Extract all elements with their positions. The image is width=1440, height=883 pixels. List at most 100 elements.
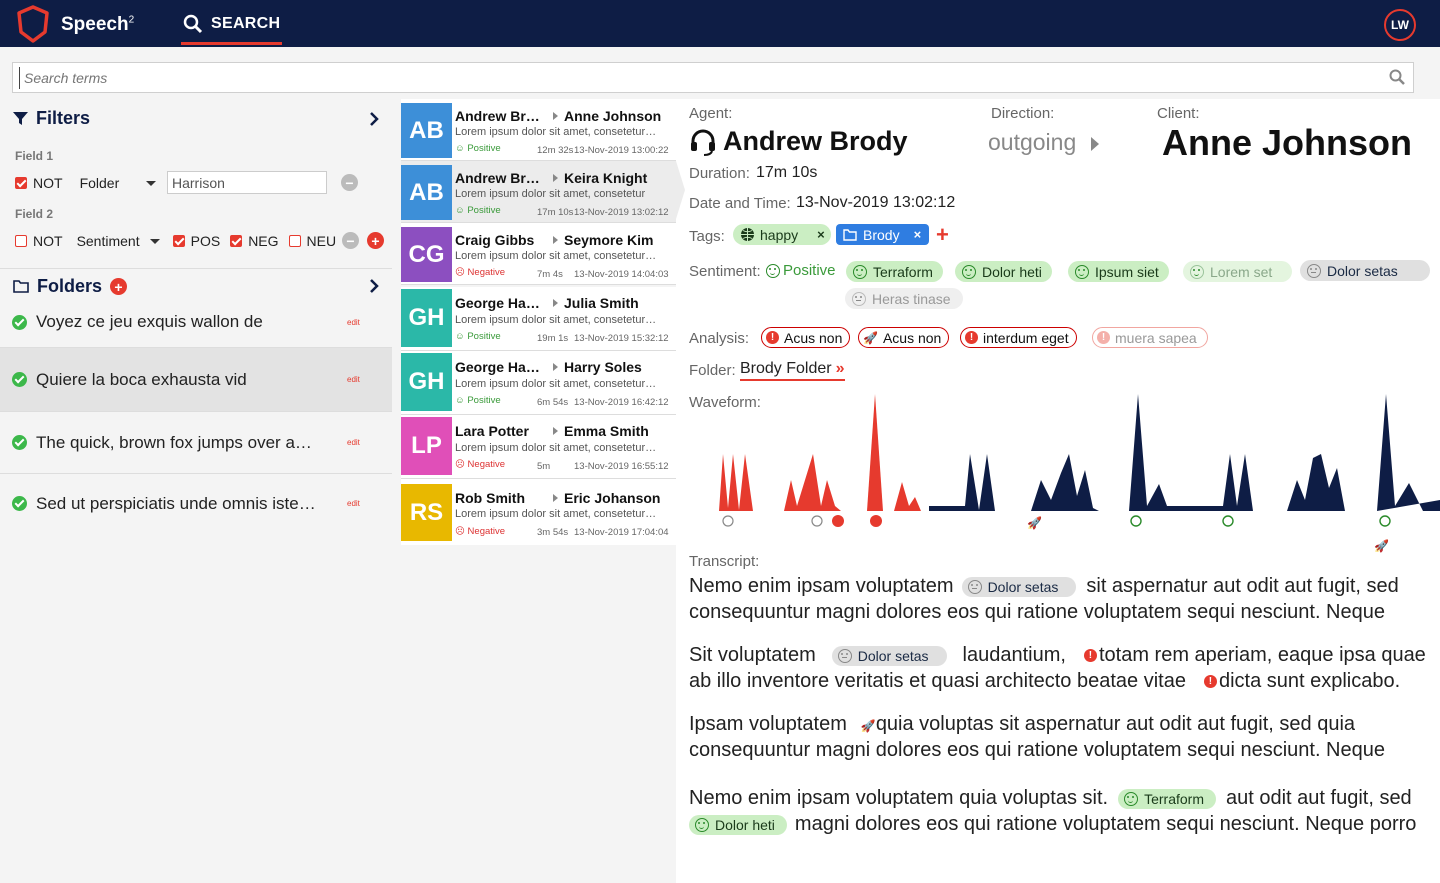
sentiment-badge: ☺ Positive: [455, 143, 501, 154]
transcript-line: ab illo inventore veritatis et quasi arc…: [689, 670, 1401, 692]
avatar: RS: [401, 484, 452, 541]
agent-name: Rob Smith: [455, 490, 525, 506]
add-folder-button[interactable]: +: [110, 278, 128, 295]
field2-select[interactable]: Sentiment: [76, 233, 140, 249]
sentiment-tag[interactable]: Terraform: [846, 261, 943, 282]
waveform[interactable]: 🚀 🚀: [689, 388, 1440, 558]
conversation-list: AB Andrew Brody Anne Johnson Lorem ipsum…: [392, 99, 676, 883]
pos-checkbox[interactable]: [172, 235, 185, 247]
search-submit-icon[interactable]: [1389, 69, 1405, 85]
field1-value-input[interactable]: Harrison: [167, 171, 327, 194]
conversation-item[interactable]: RS Rob Smith Eric Johanson Lorem ipsum d…: [401, 479, 676, 545]
field2-label: Field 2: [15, 207, 54, 221]
field2-not-checkbox[interactable]: [15, 235, 27, 247]
neg-label: NEG: [248, 233, 279, 249]
field1-not-checkbox[interactable]: [15, 177, 27, 189]
folder-edit-link[interactable]: edit: [347, 499, 360, 508]
conversation-item[interactable]: AB Andrew Brody Anne Johnson Lorem ipsum…: [401, 99, 676, 161]
folders-header[interactable]: Folders +: [13, 276, 128, 297]
field2-remove-button[interactable]: −: [342, 232, 359, 249]
filters-header[interactable]: Filters: [13, 108, 90, 129]
transcript-label: Transcript:: [689, 553, 760, 570]
transcript-tag[interactable]: Terraform: [1118, 788, 1216, 809]
tag-happy[interactable]: happy ×: [733, 224, 831, 245]
user-avatar[interactable]: LW: [1384, 9, 1416, 41]
alert-icon: !: [965, 331, 978, 344]
folder-item[interactable]: The quick, brown fox jumps over a… edit: [0, 412, 392, 474]
folders-expand-chevron-icon[interactable]: [369, 278, 379, 294]
sentiment-tag[interactable]: Lorem set: [1183, 261, 1293, 282]
search-box: [12, 62, 1414, 93]
agent-name: Andrew Brody: [723, 126, 908, 156]
alert-icon: [832, 515, 844, 527]
transcript-tag[interactable]: Dolor setas: [961, 576, 1077, 597]
folder-icon: [13, 280, 29, 293]
transcript-tag[interactable]: Dolor setas: [831, 645, 947, 666]
agent-name: Lara Potter: [455, 423, 529, 439]
transcript-line: Nemo enim ipsam voluptatem quia voluptas…: [689, 787, 1412, 809]
folder-item[interactable]: Sed ut perspiciatis unde omnis iste… edi…: [0, 474, 392, 533]
agent-name: George Hay…: [455, 359, 545, 375]
datetime-value: 13-Nov-2019 13:02:12: [796, 194, 956, 211]
neu-checkbox[interactable]: [288, 235, 301, 247]
field1-select-caret-icon[interactable]: [146, 180, 157, 186]
tab-search[interactable]: SEARCH: [181, 0, 283, 47]
positive-face-icon: [695, 817, 709, 832]
avatar: AB: [401, 165, 452, 220]
conversation-item[interactable]: LP Lara Potter Emma Smith Lorem ipsum do…: [401, 415, 676, 479]
folder-link[interactable]: Brody Folder»: [740, 360, 845, 381]
tag-label: happy: [760, 226, 799, 243]
snippet: Lorem ipsum dolor sit amet, consetetur…: [455, 314, 657, 326]
arrow-right-icon: [553, 363, 558, 371]
field1-remove-button[interactable]: −: [341, 174, 358, 191]
sentiment-tag[interactable]: Ipsum siet: [1068, 261, 1169, 282]
search-row: [0, 47, 1440, 99]
field2-select-caret-icon[interactable]: [149, 238, 160, 244]
divider: [0, 268, 392, 269]
folders-title: Folders: [37, 276, 103, 296]
snippet: Lorem ipsum dolor sit amet, consetetur…: [455, 126, 657, 138]
field1-select[interactable]: Folder: [79, 175, 120, 191]
filter-icon: [13, 112, 28, 125]
analysis-tag[interactable]: ! Acus non: [761, 327, 851, 348]
add-field-button[interactable]: +: [367, 232, 384, 249]
neg-checkbox[interactable]: [230, 235, 243, 247]
sentiment-badge: ☹ Negative: [455, 267, 506, 278]
sentiment-tag[interactable]: Dolor setas: [1300, 260, 1430, 281]
tag-remove-icon[interactable]: ×: [913, 227, 922, 242]
conversation-item[interactable]: CG Craig Gibbs Seymore Kim Lorem ipsum d…: [401, 223, 676, 285]
tags-label: Tags:: [689, 228, 725, 245]
app-brand: Speech2: [61, 14, 135, 35]
waveform-neutral-segment: [929, 394, 1440, 511]
analysis-tag[interactable]: ! interdum eget: [960, 327, 1077, 348]
folder-item[interactable]: Voyez ce jeu exquis wallon de edit: [0, 297, 392, 348]
folder-label: Folder:: [689, 362, 736, 379]
duration-value: 17m 10s: [756, 164, 818, 181]
folder-edit-link[interactable]: edit: [347, 375, 360, 384]
conversation-item[interactable]: AB Andrew Brody Keira Knight Lorem ipsum…: [401, 161, 676, 223]
client-label: Client:: [1157, 105, 1200, 122]
conversation-item[interactable]: GH George Hay… Harry Soles Lorem ipsum d…: [401, 351, 676, 415]
transcript-tag[interactable]: Dolor heti: [689, 814, 787, 835]
filters-expand-chevron-icon[interactable]: [369, 111, 379, 127]
conversation-item[interactable]: GH George Hay… Julia Smith Lorem ipsum d…: [401, 287, 676, 351]
tag-remove-icon[interactable]: ×: [817, 227, 825, 242]
tag-brody[interactable]: Brody ×: [836, 224, 930, 245]
folder-edit-link[interactable]: edit: [347, 317, 360, 327]
field2-not-label: NOT: [33, 233, 63, 249]
snippet: Lorem ipsum dolor sit amet, consetetur…: [455, 250, 657, 262]
folder-icon: [843, 228, 857, 241]
check-circle-icon: [12, 314, 27, 330]
search-input[interactable]: [19, 67, 1369, 89]
sentiment-tag[interactable]: Dolor heti: [955, 261, 1052, 282]
sentiment-tag[interactable]: Heras tinase: [845, 288, 963, 309]
analysis-tag[interactable]: 🚀 Acus non: [858, 327, 950, 348]
rocket-icon: 🚀: [863, 330, 878, 345]
folder-edit-link[interactable]: edit: [347, 438, 360, 447]
positive-face-icon: [1124, 791, 1139, 806]
client-name: Eric Johanson: [564, 490, 661, 506]
positive-face-icon: [1379, 515, 1391, 527]
folder-item[interactable]: Quiere la boca exhausta vid edit: [0, 348, 392, 412]
add-tag-button[interactable]: +: [936, 222, 949, 247]
analysis-tag[interactable]: ! muera sapea: [1092, 327, 1208, 348]
